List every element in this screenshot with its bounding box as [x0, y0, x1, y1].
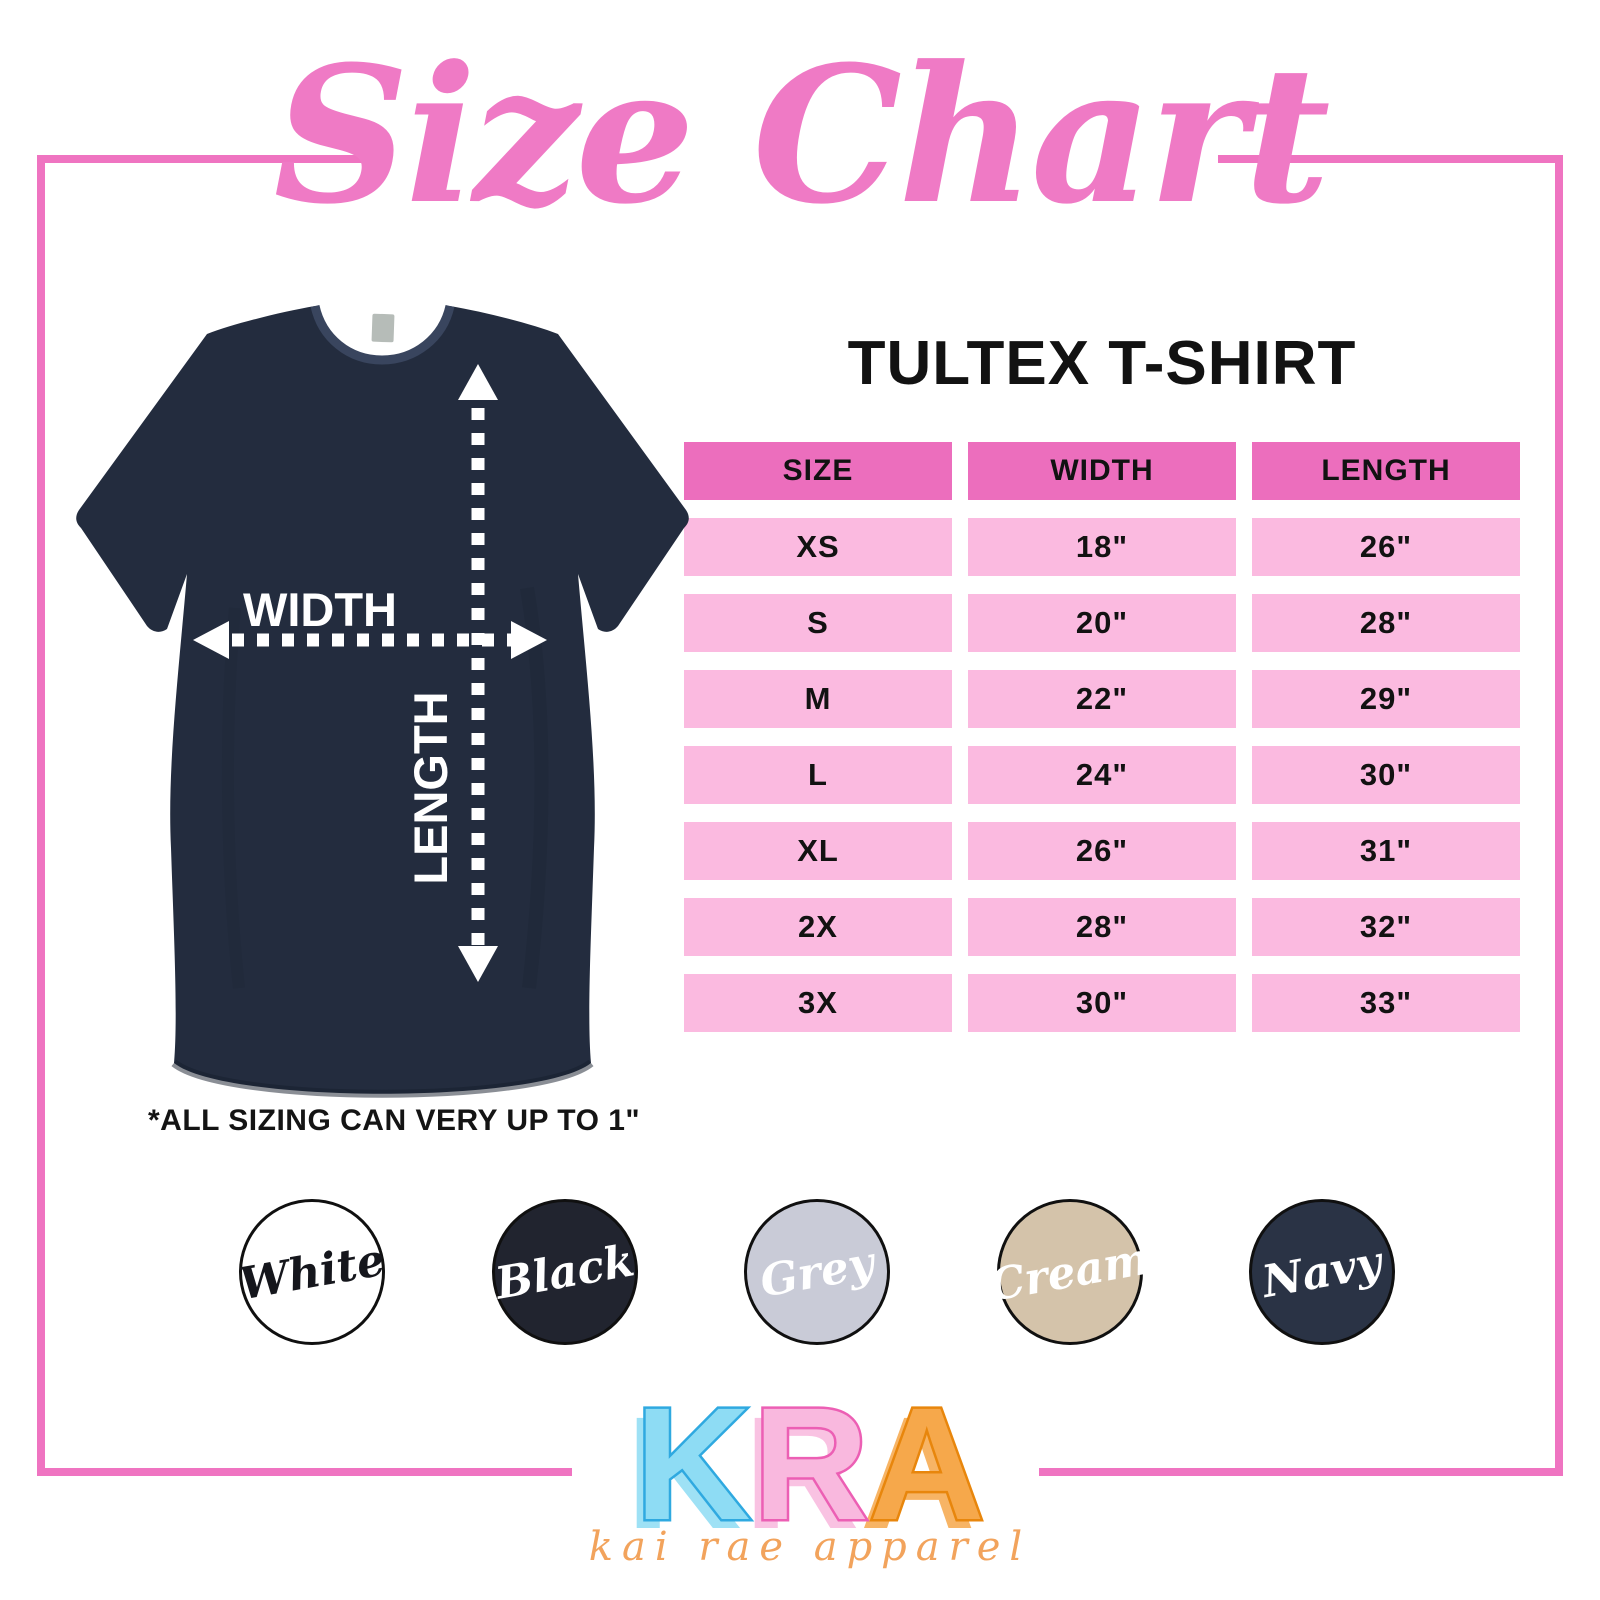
color-swatch-row: White Black Grey Cream Navy — [235, 1197, 1395, 1347]
tshirt-image: WIDTH LENGTH — [76, 304, 689, 1098]
table-cell-width: 20" — [968, 594, 1236, 652]
swatch-label: Black — [491, 1234, 638, 1310]
table-cell-size: S — [684, 594, 952, 652]
logo-letter-a: A — [869, 1382, 985, 1542]
table-cell-width: 28" — [968, 898, 1236, 956]
frame-gap-top — [392, 146, 1218, 172]
table-cell-length: 33" — [1252, 974, 1520, 1032]
color-swatch-white: White — [235, 1199, 389, 1345]
table-cell-length: 31" — [1252, 822, 1520, 880]
logo-letter-k: K — [635, 1382, 751, 1542]
logo-letter-k-shadow: K — [626, 1383, 742, 1542]
fabric-fold-left — [221, 607, 245, 989]
hem-shadow — [171, 1059, 594, 1098]
color-swatch-navy: Navy — [1249, 1199, 1395, 1345]
sizing-note: *ALL SIZING CAN VERY UP TO 1" — [148, 1104, 641, 1137]
color-swatch-black: Black — [491, 1199, 638, 1345]
table-cell-length: 26" — [1252, 518, 1520, 576]
swatch-label: White — [235, 1234, 389, 1310]
table-cell-width: 26" — [968, 822, 1236, 880]
tshirt-neck-tag — [371, 313, 395, 343]
tshirt-measurement-diagram: WIDTH LENGTH — [75, 288, 690, 1118]
table-header-width: WIDTH — [968, 442, 1236, 500]
frame-gap-bottom — [572, 1458, 1039, 1486]
table-cell-length: 29" — [1252, 670, 1520, 728]
table-cell-size: XS — [684, 518, 952, 576]
tshirt-collar — [310, 304, 455, 365]
brand-logo: K R A K R A — [618, 1372, 998, 1563]
width-arrowhead-left — [193, 621, 229, 659]
length-label: LENGTH — [404, 691, 457, 884]
swatch-label: Navy — [1258, 1236, 1386, 1308]
length-arrowhead-top — [458, 364, 498, 400]
table-cell-length: 28" — [1252, 594, 1520, 652]
size-table: SIZE WIDTH LENGTH XS 18" 26" S 20" 28" M… — [684, 442, 1520, 1032]
color-swatch-grey: Grey — [744, 1199, 890, 1345]
logo-letter-r-shadow: R — [744, 1383, 860, 1542]
table-cell-width: 24" — [968, 746, 1236, 804]
logo-letter-r: R — [753, 1382, 869, 1542]
kra-logo: K R A K R A — [626, 1372, 987, 1563]
table-header-size: SIZE — [684, 442, 952, 500]
color-swatch-cream: Cream — [986, 1199, 1153, 1345]
page-title: Size Chart — [273, 25, 1330, 246]
table-header-length: LENGTH — [1252, 442, 1520, 500]
table-cell-size: M — [684, 670, 952, 728]
brand-tagline: kai rae apparel — [588, 1524, 1032, 1570]
product-heading: TULTEX T-SHIRT — [847, 329, 1357, 398]
table-cell-width: 22" — [968, 670, 1236, 728]
swatch-label: Grey — [756, 1236, 878, 1308]
table-cell-size: L — [684, 746, 952, 804]
table-cell-length: 30" — [1252, 746, 1520, 804]
tshirt-body — [76, 306, 689, 1094]
swatch-label: Cream — [985, 1232, 1154, 1312]
length-arrowhead-bottom — [458, 946, 498, 982]
width-label: WIDTH — [243, 583, 397, 636]
table-cell-width: 30" — [968, 974, 1236, 1032]
table-cell-size: 2X — [684, 898, 952, 956]
logo-letter-a-shadow: A — [860, 1383, 976, 1542]
table-cell-size: XL — [684, 822, 952, 880]
table-cell-size: 3X — [684, 974, 952, 1032]
width-arrowhead-right — [511, 621, 547, 659]
table-cell-width: 18" — [968, 518, 1236, 576]
table-cell-length: 32" — [1252, 898, 1520, 956]
